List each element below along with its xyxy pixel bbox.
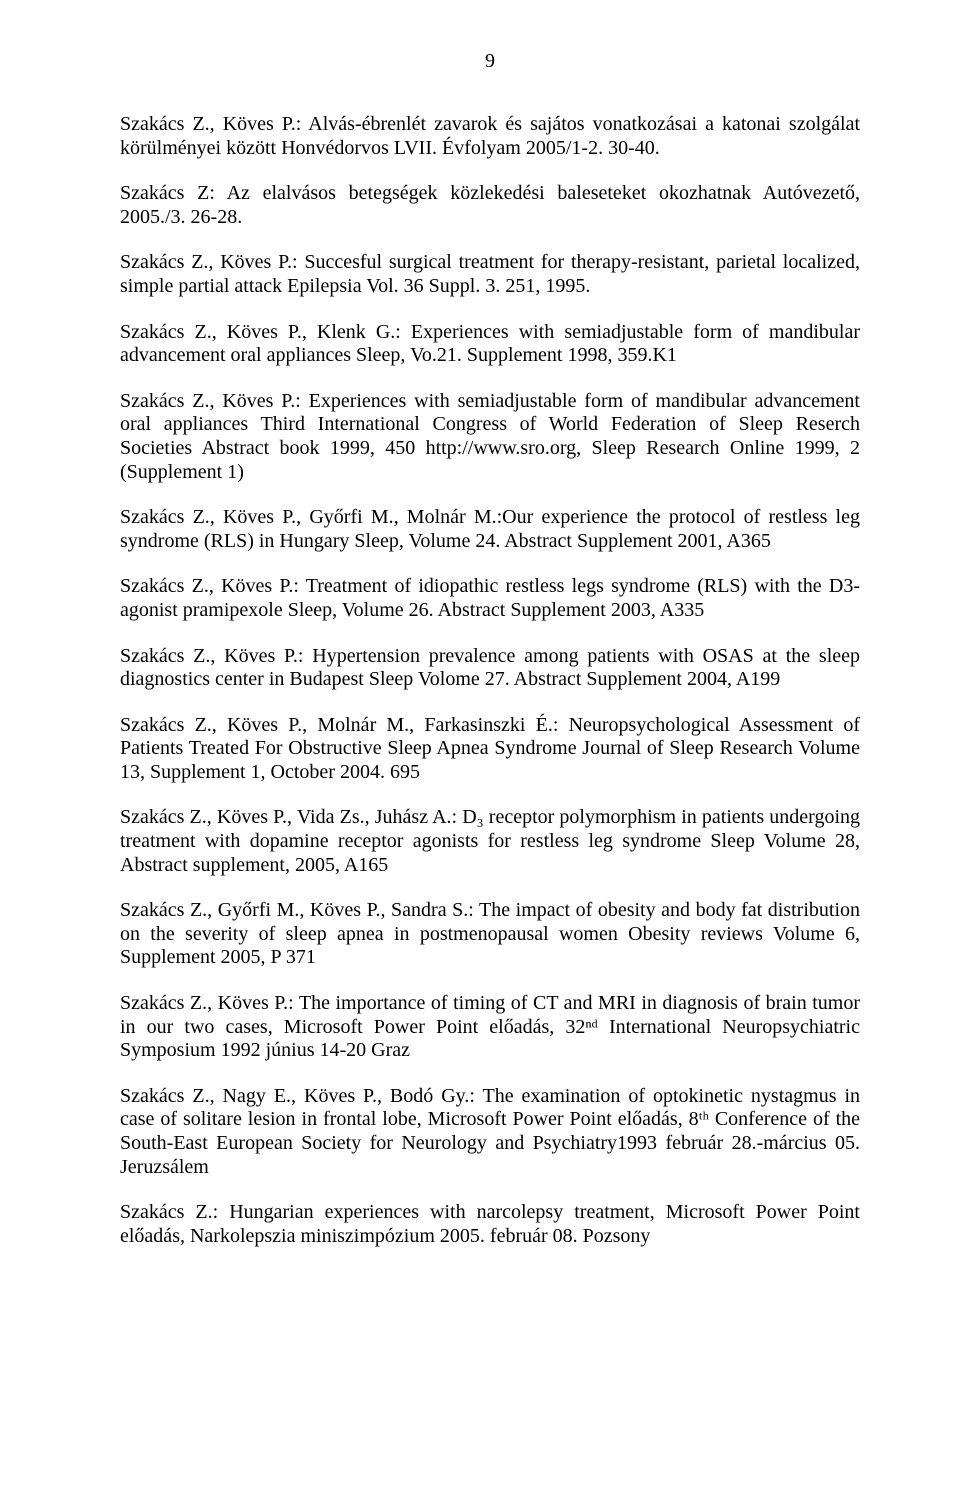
reference-entry: Szakács Z., Köves P., Klenk G.: Experien… xyxy=(120,321,860,368)
reference-entry: Szakács Z., Köves P.: Succesful surgical… xyxy=(120,251,860,298)
reference-entry: Szakács Z., Köves P., Győrfi M., Molnár … xyxy=(120,506,860,553)
reference-entry: Szakács Z., Nagy E., Köves P., Bodó Gy.:… xyxy=(120,1085,860,1179)
reference-entry: Szakács Z.: Hungarian experiences with n… xyxy=(120,1201,860,1248)
reference-entry: Szakács Z., Köves P.: Treatment of idiop… xyxy=(120,575,860,622)
reference-entry: Szakács Z., Köves P.: The importance of … xyxy=(120,992,860,1063)
reference-entry: Szakács Z., Köves P.: Hypertension preva… xyxy=(120,645,860,692)
reference-entry: Szakács Z., Köves P., Vida Zs., Juhász A… xyxy=(120,806,860,877)
reference-entry: Szakács Z., Köves P., Molnár M., Farkasi… xyxy=(120,714,860,785)
reference-entry: Szakács Z: Az elalvásos betegségek közle… xyxy=(120,182,860,229)
reference-entry: Szakács Z., Köves P.: Experiences with s… xyxy=(120,390,860,484)
page-number: 9 xyxy=(120,50,860,73)
reference-entry: Szakács Z., Győrfi M., Köves P., Sandra … xyxy=(120,899,860,970)
reference-entry: Szakács Z., Köves P.: Alvás-ébrenlét zav… xyxy=(120,113,860,160)
document-page: 9 Szakács Z., Köves P.: Alvás-ébrenlét z… xyxy=(0,0,960,1488)
